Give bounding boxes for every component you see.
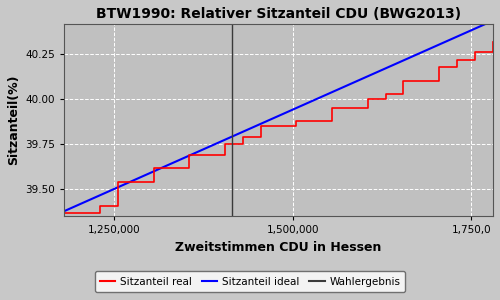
Title: BTW1990: Relativer Sitzanteil CDU (BWG2013): BTW1990: Relativer Sitzanteil CDU (BWG20… — [96, 7, 461, 21]
Legend: Sitzanteil real, Sitzanteil ideal, Wahlergebnis: Sitzanteil real, Sitzanteil ideal, Wahle… — [94, 272, 406, 292]
X-axis label: Zweitstimmen CDU in Hessen: Zweitstimmen CDU in Hessen — [176, 241, 382, 254]
Y-axis label: Sitzanteil(%): Sitzanteil(%) — [7, 75, 20, 165]
